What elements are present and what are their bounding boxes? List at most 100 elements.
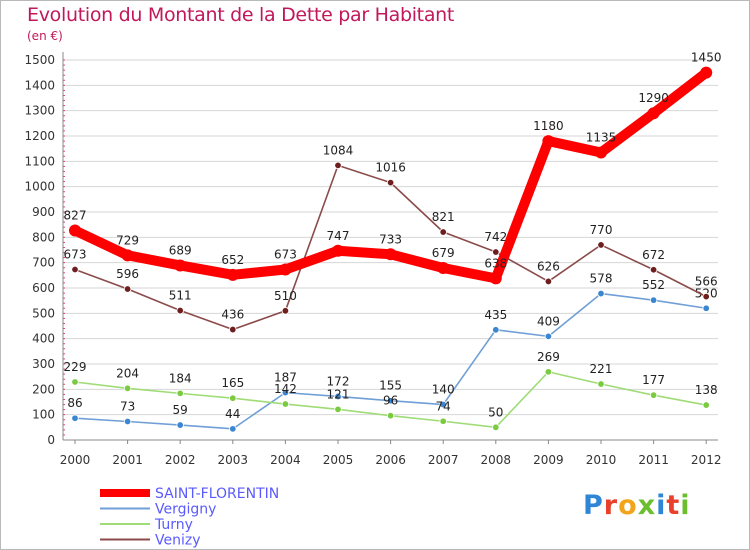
- y-tick-label: 1200: [24, 129, 55, 143]
- data-point-turny: [597, 380, 605, 388]
- data-point-venizy: [176, 306, 184, 315]
- data-label-saint-florentin: 673: [274, 248, 297, 262]
- data-point-saint-florentin: [69, 224, 81, 237]
- x-tick-label: 2010: [586, 453, 617, 467]
- data-point-vergigny: [386, 397, 395, 405]
- data-label-vergigny: 409: [537, 314, 560, 328]
- data-point-vergigny: [439, 400, 447, 409]
- data-label-turny: 96: [383, 394, 398, 408]
- data-label-venizy: 672: [642, 248, 665, 262]
- data-label-turny: 229: [64, 360, 87, 374]
- data-label-vergigny: 44: [225, 407, 240, 421]
- y-tick-label: 0: [47, 433, 55, 447]
- data-label-venizy: 596: [116, 267, 139, 281]
- data-label-saint-florentin: 638: [484, 256, 507, 270]
- data-label-turny: 138: [695, 383, 718, 397]
- data-point-venizy: [492, 248, 500, 256]
- data-point-venizy: [702, 292, 710, 301]
- legend-label-venizy: Venizy: [155, 533, 201, 549]
- data-label-venizy: 436: [221, 308, 244, 322]
- data-point-venizy: [334, 161, 342, 170]
- data-point-saint-florentin: [542, 135, 555, 148]
- data-point-turny: [281, 400, 290, 408]
- data-label-saint-florentin: 652: [221, 253, 244, 267]
- data-point-vergigny: [702, 304, 710, 312]
- data-point-saint-florentin: [700, 66, 713, 79]
- y-tick-label: 700: [32, 256, 55, 270]
- data-label-saint-florentin: 827: [64, 208, 87, 222]
- data-label-saint-florentin: 1450: [691, 51, 722, 65]
- x-tick-label: 2007: [428, 453, 459, 467]
- data-point-saint-florentin: [595, 146, 607, 159]
- data-label-venizy: 770: [590, 223, 613, 237]
- data-label-venizy: 566: [695, 275, 718, 289]
- data-point-venizy: [71, 265, 79, 274]
- y-tick-label: 200: [32, 382, 55, 396]
- data-label-turny: 121: [327, 387, 350, 401]
- data-label-vergigny: 172: [327, 374, 350, 388]
- data-label-turny: 184: [169, 371, 192, 385]
- data-label-venizy: 626: [537, 259, 560, 273]
- data-point-turny: [123, 384, 132, 393]
- legend-label-turny: Turny: [154, 517, 193, 533]
- data-label-saint-florentin: 729: [116, 233, 139, 247]
- data-label-venizy: 821: [432, 210, 455, 224]
- logo-letter: i: [656, 490, 667, 521]
- data-point-vergigny: [649, 296, 658, 304]
- data-point-vergigny: [492, 326, 500, 334]
- data-point-turny: [176, 389, 184, 398]
- x-tick-label: 2008: [481, 453, 512, 467]
- x-tick-label: 2006: [375, 453, 406, 467]
- logo-letter: P: [583, 490, 604, 521]
- data-label-turny: 74: [436, 399, 451, 413]
- data-point-turny: [439, 417, 447, 425]
- data-label-vergigny: 86: [67, 396, 82, 410]
- y-tick-label: 800: [32, 230, 55, 244]
- y-tick-label: 1100: [24, 154, 55, 168]
- data-point-vergigny: [544, 332, 553, 341]
- data-label-venizy: 511: [169, 289, 192, 303]
- data-label-vergigny: 73: [120, 400, 135, 414]
- data-label-turny: 204: [116, 366, 139, 380]
- y-tick-label: 1500: [24, 53, 55, 67]
- y-tick-label: 600: [32, 281, 55, 295]
- data-point-saint-florentin: [489, 272, 502, 285]
- data-point-saint-florentin: [437, 261, 450, 274]
- data-point-venizy: [544, 277, 553, 286]
- data-point-vergigny: [123, 417, 132, 426]
- y-tick-label: 300: [32, 357, 55, 371]
- data-point-turny: [702, 401, 710, 409]
- data-point-turny: [544, 368, 553, 376]
- data-label-vergigny: 552: [642, 278, 665, 292]
- data-point-saint-florentin: [647, 107, 660, 120]
- data-point-venizy: [649, 266, 658, 274]
- x-tick-label: 2011: [638, 453, 669, 467]
- data-point-saint-florentin: [174, 259, 187, 272]
- logo-letter: x: [637, 490, 657, 521]
- data-label-saint-florentin: 689: [169, 243, 192, 257]
- data-point-saint-florentin: [384, 248, 397, 261]
- data-label-turny: 50: [488, 405, 503, 419]
- y-tick-label: 1000: [24, 180, 55, 194]
- x-tick-label: 2012: [691, 453, 722, 467]
- logo-letter: r: [603, 490, 619, 521]
- legend-label-saint-florentin: SAINT-FLORENTIN: [155, 486, 279, 502]
- x-tick-label: 2005: [323, 453, 354, 467]
- data-point-turny: [229, 394, 237, 402]
- chart-subtitle: (en €): [27, 29, 63, 43]
- x-tick-label: 2002: [165, 453, 196, 467]
- data-point-vergigny: [71, 414, 79, 422]
- data-point-venizy: [386, 178, 395, 187]
- data-label-venizy: 510: [274, 289, 297, 303]
- data-label-vergigny: 435: [484, 308, 507, 322]
- data-label-saint-florentin: 747: [327, 229, 350, 243]
- data-point-saint-florentin: [279, 263, 292, 276]
- data-point-vergigny: [597, 289, 605, 298]
- x-tick-label: 2004: [270, 453, 301, 467]
- y-tick-label: 900: [32, 205, 55, 219]
- chart-title: Evolution du Montant de la Dette par Hab…: [27, 4, 455, 26]
- data-point-turny: [386, 411, 395, 420]
- data-label-saint-florentin: 733: [379, 232, 402, 246]
- y-tick-label: 500: [32, 306, 55, 320]
